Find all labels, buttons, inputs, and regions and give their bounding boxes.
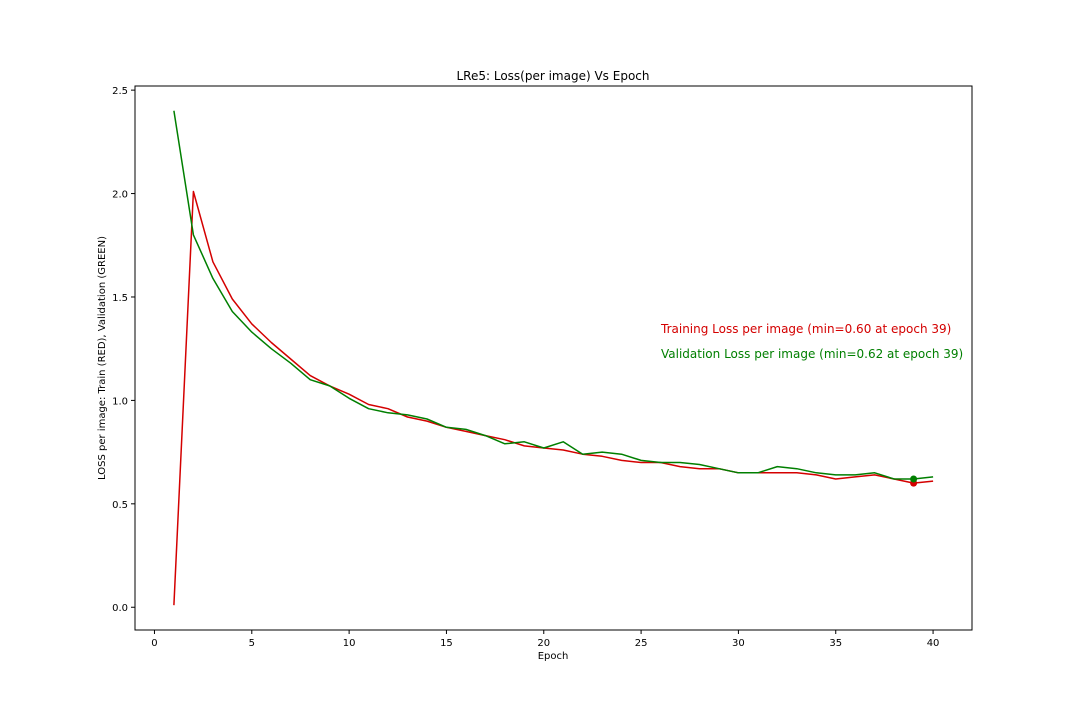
y-tick-label: 1.0 (112, 396, 128, 407)
x-tick-label: 35 (829, 638, 842, 649)
y-tick-label: 2.5 (112, 86, 128, 97)
y-tick-label: 2.0 (112, 190, 128, 201)
x-tick-label: 40 (927, 638, 940, 649)
y-tick-label: 0.0 (112, 603, 128, 614)
chart-title: LRe5: Loss(per image) Vs Epoch (456, 69, 649, 83)
validation-loss-line (173, 110, 934, 480)
x-tick-label: 20 (537, 638, 550, 649)
x-axis-label: Epoch (538, 651, 569, 662)
x-tick-label: 0 (151, 638, 157, 649)
y-axis-label: LOSS per image: Train (RED), Validation … (97, 236, 108, 480)
validation-loss-annotation: Validation Loss per image (min=0.62 at e… (661, 347, 963, 361)
y-axis: 0.0 0.5 1.0 1.5 2.0 2.5 (112, 86, 135, 614)
min-markers (910, 475, 918, 487)
validation-min-marker (910, 475, 918, 483)
x-tick-label: 15 (440, 638, 453, 649)
plot-frame (134, 85, 973, 631)
training-loss-line (173, 190, 934, 606)
x-tick-label: 5 (249, 638, 255, 649)
x-tick-label: 30 (732, 638, 745, 649)
x-axis: 0 5 10 15 20 25 30 35 40 (151, 630, 939, 649)
train-loss-annotation: Training Loss per image (min=0.60 at epo… (660, 322, 951, 336)
series-layer (173, 110, 934, 606)
y-tick-label: 1.5 (112, 293, 128, 304)
y-tick-label: 0.5 (112, 500, 128, 511)
x-tick-label: 10 (343, 638, 356, 649)
x-tick-label: 25 (635, 638, 648, 649)
